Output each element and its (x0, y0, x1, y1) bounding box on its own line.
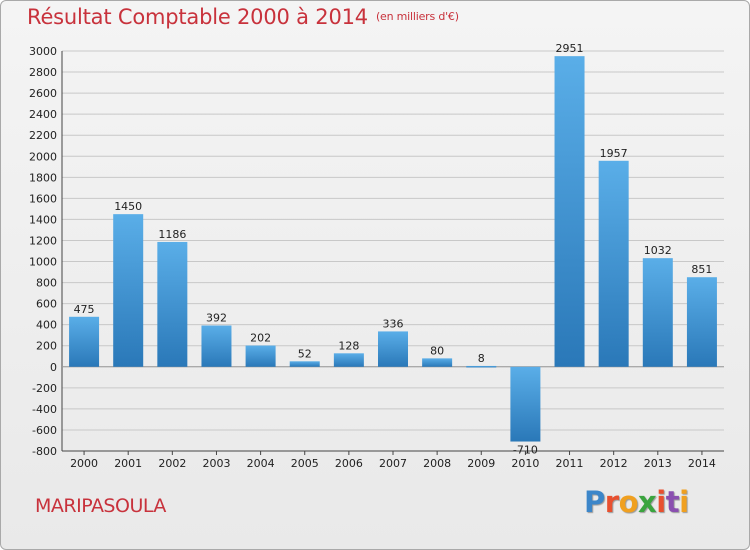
data-label: 475 (74, 303, 95, 316)
x-tick-label: 2009 (467, 457, 495, 470)
bar (554, 56, 585, 367)
data-label: 336 (383, 317, 404, 330)
bar (289, 361, 320, 367)
data-label: -710 (513, 444, 538, 457)
logo-letter: x (638, 485, 657, 519)
x-tick-label: 2008 (423, 457, 451, 470)
y-tick-label: -400 (32, 403, 57, 416)
logo-letter: i (679, 485, 689, 519)
bar (201, 325, 232, 367)
data-label: 392 (206, 312, 227, 325)
data-labels: 475 1450 1186 392 202 52 128 336 80 8 -710 2951 1957… (74, 42, 713, 456)
data-label: 1186 (158, 228, 186, 241)
data-label: 2951 (556, 42, 584, 55)
data-label: 1957 (600, 147, 628, 160)
x-tick-label: 2002 (158, 457, 186, 470)
y-tick-label: 2000 (29, 150, 57, 163)
x-tick-label: 2014 (688, 457, 716, 470)
proxiti-logo: Proxiti (584, 485, 689, 519)
data-label: 1032 (644, 244, 672, 257)
chart-unit: (en milliers d'€) (375, 10, 459, 23)
x-tick-label: 2007 (379, 457, 407, 470)
bar (422, 358, 453, 367)
x-tick-label: 2006 (335, 457, 363, 470)
data-label: 851 (691, 263, 712, 276)
y-tick-label: 1400 (29, 213, 57, 226)
y-tick-label: 2600 (29, 87, 57, 100)
y-tick-label: 200 (36, 340, 57, 353)
x-tick-label: 2010 (511, 457, 539, 470)
data-label: 1450 (114, 200, 142, 213)
logo-letter: i (656, 485, 666, 519)
x-tick-label: 2013 (644, 457, 672, 470)
logo-letter: r (604, 485, 619, 519)
chart-title: Résultat Comptable 2000 à 2014 (en millie… (27, 5, 459, 29)
axes: -800 -600 -400 -200 0 200 400 600 800 1000 1200 140… (29, 45, 724, 470)
y-tick-label: 1600 (29, 192, 57, 205)
x-tick-label: 2004 (247, 457, 275, 470)
x-tick-label: 2001 (114, 457, 142, 470)
data-label: 80 (430, 344, 444, 357)
x-tick-label: 2003 (202, 457, 230, 470)
data-label: 52 (298, 347, 312, 360)
bar (642, 258, 673, 367)
y-tick-label: 0 (50, 361, 57, 374)
logo-letter: o (618, 485, 639, 519)
x-tick-label: 2012 (600, 457, 628, 470)
y-tick-label: 1800 (29, 171, 57, 184)
bar (510, 366, 541, 442)
y-tick-label: 800 (36, 277, 57, 290)
town-name: MARIPASOULA (35, 495, 166, 517)
bar (378, 331, 408, 367)
y-tick-label: 3000 (29, 45, 57, 58)
data-label: 202 (250, 332, 271, 345)
bar (333, 353, 364, 367)
bar (686, 277, 717, 367)
bar (113, 214, 144, 367)
y-tick-label: 600 (36, 298, 57, 311)
bar (245, 345, 276, 367)
y-tick-label: 2400 (29, 108, 57, 121)
bar (157, 241, 188, 367)
logo-letter: P (584, 485, 605, 519)
bar (598, 160, 629, 367)
x-tick-label: 2000 (70, 457, 98, 470)
data-label: 8 (478, 352, 485, 365)
chart-title-text: Résultat Comptable 2000 à 2014 (27, 5, 368, 29)
y-tick-label: 2200 (29, 129, 57, 142)
y-tick-label: -200 (32, 382, 57, 395)
x-tick-label: 2011 (556, 457, 584, 470)
data-label: 128 (338, 339, 359, 352)
y-tick-label: 400 (36, 319, 57, 332)
logo-letter: t (665, 485, 680, 519)
x-tick-label: 2005 (291, 457, 319, 470)
y-tick-label: -600 (32, 424, 57, 437)
bars (69, 56, 717, 442)
y-tick-label: -800 (32, 445, 57, 458)
y-tick-label: 2800 (29, 66, 57, 79)
y-tick-label: 1200 (29, 234, 57, 247)
bar (466, 365, 497, 368)
bar (69, 316, 100, 367)
y-tick-label: 1000 (29, 256, 57, 269)
